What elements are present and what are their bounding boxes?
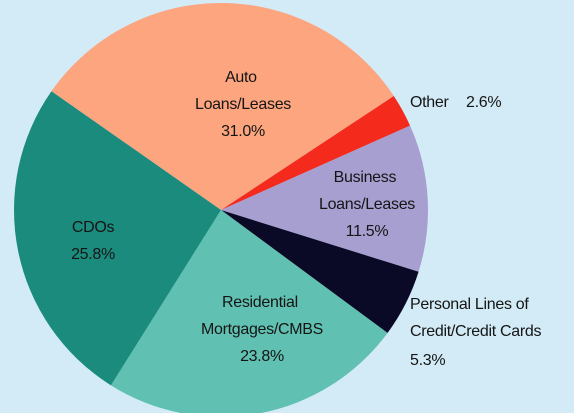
label-line: CDOs xyxy=(72,219,115,236)
value-label: 25.8% xyxy=(71,246,115,263)
label-line: Other xyxy=(410,94,449,111)
label-line: Mortgages/CMBS xyxy=(201,321,323,338)
label-line: Auto xyxy=(225,69,261,86)
slice-label: Personal Lines of Credit/Credit Cards xyxy=(410,296,542,340)
slice-label: Residential Mortgages/CMBS xyxy=(201,294,323,338)
value-label: 11.5% xyxy=(346,223,389,240)
pie-slice xyxy=(221,125,428,272)
pie-slice xyxy=(221,210,419,333)
value-label: 23.8% xyxy=(240,348,284,365)
value-label: 2.6% xyxy=(466,94,501,111)
pie-slice xyxy=(14,91,222,386)
pie-slice xyxy=(110,210,388,413)
label-line: Loans/Leases xyxy=(195,96,291,113)
label-line: Credit/Credit Cards xyxy=(410,323,542,340)
label-line: Personal Lines of xyxy=(410,296,533,313)
slice-label: Auto Loans/Leases xyxy=(195,69,291,113)
pie-slice xyxy=(51,3,394,210)
label-line: Residential xyxy=(222,294,302,311)
slice-label: Other xyxy=(410,94,449,111)
slice-label: CDOs xyxy=(72,219,115,236)
value-label: 5.3% xyxy=(410,352,445,369)
label-line: Business xyxy=(334,169,401,186)
pie-slice xyxy=(221,96,411,210)
label-line: Loans/Leases xyxy=(319,196,415,213)
slice-label: Business Loans/Leases xyxy=(319,169,415,213)
value-label: 31.0% xyxy=(221,123,265,140)
